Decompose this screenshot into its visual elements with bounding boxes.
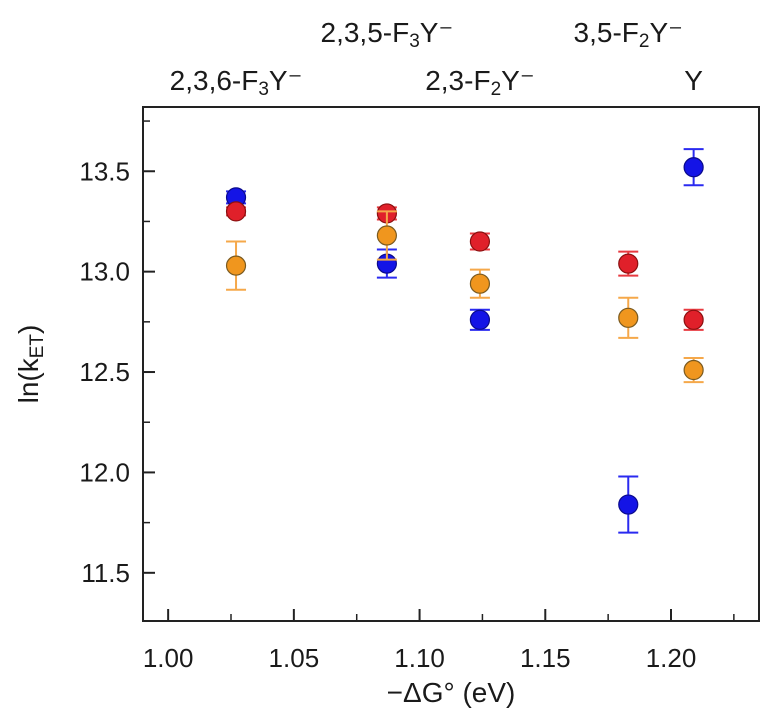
y-tick-label: 13.0 — [79, 257, 130, 287]
data-point — [683, 157, 704, 178]
y-tick-label: 13.5 — [79, 156, 130, 186]
y-tick-label: 12.5 — [79, 357, 130, 387]
mutant-label: 2,3,5-F3Y⁻ — [321, 17, 454, 52]
x-tick-label: 1.05 — [269, 643, 320, 673]
x-tick-label: 1.10 — [394, 643, 445, 673]
y-tick-label: 12.0 — [79, 457, 130, 487]
mutant-label: 3,5-F2Y⁻ — [574, 17, 683, 52]
data-point — [469, 273, 491, 294]
data-point — [618, 494, 639, 515]
data-point — [683, 359, 704, 381]
x-tick-label: 1.00 — [143, 643, 194, 673]
data-point — [376, 225, 397, 246]
plot-frame — [142, 106, 760, 622]
mutant-label: 2,3-F2Y⁻ — [425, 65, 534, 100]
x-tick-label: 1.15 — [520, 643, 571, 673]
data-point — [225, 255, 247, 276]
x-axis-title: −ΔG° (eV) — [387, 677, 516, 708]
x-tick-label: 1.20 — [646, 643, 697, 673]
series-1 — [225, 148, 704, 534]
data-point — [683, 309, 704, 330]
y-axis-title: ln(kET) — [13, 325, 48, 404]
data-point — [618, 253, 639, 274]
data-point — [469, 309, 491, 330]
mutant-label: 2,3,6-F3Y⁻ — [170, 65, 303, 100]
y-tick-label: 11.5 — [81, 558, 130, 588]
series-3 — [225, 210, 704, 384]
y-axis: 11.5 12.0 12.5 13.0 13.5 — [79, 120, 155, 588]
y-axis-title-close: ) — [13, 325, 44, 334]
mutant-label: Y — [684, 65, 703, 96]
data-point — [225, 201, 247, 222]
y-axis-title-main: ln(k — [13, 357, 44, 403]
y-axis-title-sub: ET — [27, 334, 48, 359]
mutant-labels: 2,3,6-F3Y⁻ 2,3,5-F3Y⁻ 2,3-F2Y⁻ 3,5-F2Y⁻Y — [170, 17, 704, 100]
x-axis: 1.00 1.05 1.10 1.15 1.20 — [143, 609, 735, 673]
data-point — [469, 231, 491, 252]
data-point — [618, 307, 639, 328]
data-series — [225, 148, 704, 534]
series-2 — [225, 201, 704, 331]
